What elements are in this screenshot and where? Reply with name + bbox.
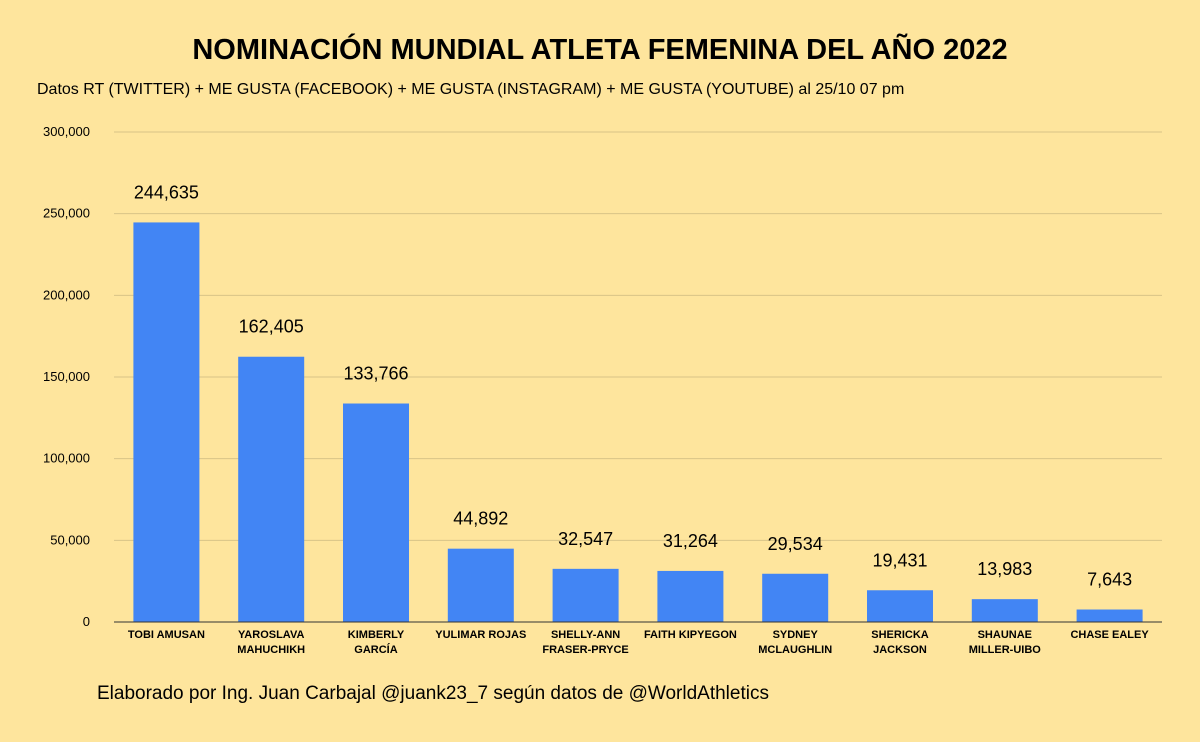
bar <box>238 356 305 622</box>
bar <box>867 590 933 622</box>
x-tick-label: SYDNEY <box>773 629 819 641</box>
y-tick-label: 300,000 <box>43 124 90 139</box>
bar <box>971 599 1038 622</box>
data-label: 162,405 <box>239 317 304 337</box>
x-tick-label: FRASER-PRYCE <box>542 644 628 656</box>
y-tick-label: 250,000 <box>43 206 90 221</box>
x-tick-label: MILLER-UIBO <box>969 644 1042 656</box>
y-tick-label: 50,000 <box>50 532 90 547</box>
x-tick-label: SHELLY-ANN <box>551 629 620 641</box>
y-axis: 0 50,000 100,000 150,000 200,000 250,000 300,0… <box>43 124 90 629</box>
x-tick-label: MAHUCHIKH <box>237 644 305 656</box>
bar <box>343 403 409 622</box>
x-tick-label: SHERICKA <box>871 629 929 641</box>
x-tick-label: TOBI AMUSAN <box>128 629 205 641</box>
bar <box>133 222 200 622</box>
bar <box>762 573 829 622</box>
data-label: 13,983 <box>977 559 1032 579</box>
x-tick-label: FAITH KIPYEGON <box>644 629 737 641</box>
bars <box>133 222 1143 622</box>
grid-lines <box>114 131 1162 541</box>
x-tick-label: YULIMAR ROJAS <box>435 629 526 641</box>
data-label: 244,635 <box>134 182 199 202</box>
x-tick-label: CHASE EALEY <box>1070 629 1149 641</box>
x-tick-label: YAROSLAVA <box>238 629 304 641</box>
chart-subtitle: Datos RT (TWITTER) + ME GUSTA (FACEBOOK)… <box>37 81 905 98</box>
data-label: 32,547 <box>558 529 613 549</box>
y-tick-label: 100,000 <box>43 451 90 466</box>
y-tick-label: 200,000 <box>43 287 90 302</box>
bar <box>1076 609 1143 622</box>
x-tick-label: JACKSON <box>873 644 927 656</box>
data-label: 31,264 <box>663 531 718 551</box>
data-label: 7,643 <box>1087 570 1132 590</box>
data-label: 29,534 <box>768 534 823 554</box>
data-label: 44,892 <box>453 509 508 529</box>
y-tick-label: 0 <box>83 614 90 629</box>
bar <box>552 568 619 622</box>
bar <box>657 570 724 622</box>
x-tick-label: SHAUNAE <box>978 629 1032 641</box>
x-tick-label: KIMBERLY <box>348 629 405 641</box>
data-label: 133,766 <box>343 364 408 384</box>
data-label: 19,431 <box>872 550 927 570</box>
chart-title: NOMINACIÓN MUNDIAL ATLETA FEMENINA DEL A… <box>192 34 1008 66</box>
x-tick-label: GARCÍA <box>354 643 397 656</box>
y-tick-label: 150,000 <box>43 369 90 384</box>
x-axis: TOBI AMUSAN YAROSLAVA MAHUCHIKH KIMBERLY GAR… <box>114 621 1162 656</box>
chart-footer: Elaborado por Ing. Juan Carbajal @juank2… <box>97 683 769 704</box>
data-labels: 244,635 162,405 133,766 44,892 32,547 31,264 2… <box>134 182 1132 589</box>
bar <box>447 548 514 622</box>
x-tick-label: MCLAUGHLIN <box>758 644 832 656</box>
